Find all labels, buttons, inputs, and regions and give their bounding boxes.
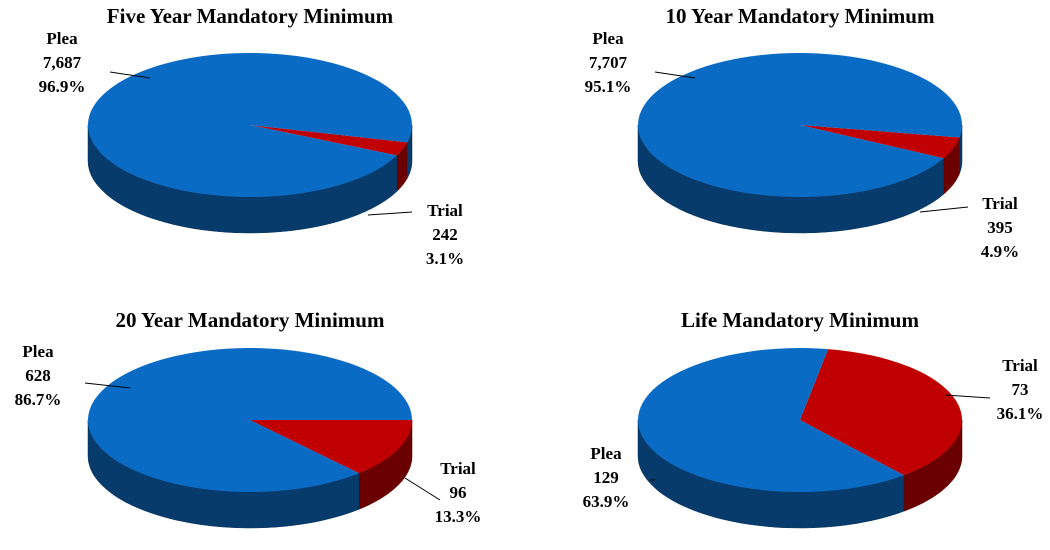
pie-slice — [800, 349, 963, 476]
slice-percent-label: 86.7% — [15, 390, 62, 409]
slice-value-label: 7,707 — [589, 53, 628, 72]
slice-label: Plea — [592, 29, 624, 48]
chart-title: Five Year Mandatory Minimum — [107, 4, 394, 28]
pie-slice — [638, 348, 904, 492]
slice-value-label: 242 — [432, 225, 458, 244]
pie-slice — [800, 125, 960, 159]
leader-line — [84, 382, 131, 389]
chart-title: Life Mandatory Minimum — [681, 308, 919, 332]
slice-value-label: 628 — [25, 366, 51, 385]
slice-value-label: 96 — [450, 483, 467, 502]
leader-line — [367, 211, 413, 216]
slice-percent-label: 63.9% — [583, 492, 630, 511]
slice-label: Trial — [982, 194, 1018, 213]
pie-slice — [87, 53, 412, 198]
slice-percent-label: 4.9% — [981, 242, 1019, 261]
slice-value-label: 7,687 — [43, 53, 82, 72]
chart-title: 10 Year Mandatory Minimum — [666, 4, 935, 28]
pie-slice — [87, 348, 413, 493]
slice-label: Plea — [590, 444, 622, 463]
slice-label: Trial — [1002, 356, 1038, 375]
slice-label: Trial — [440, 459, 476, 478]
slice-percent-label: 95.1% — [585, 77, 632, 96]
slice-percent-label: 13.3% — [435, 507, 482, 526]
slice-percent-label: 3.1% — [426, 249, 464, 268]
pie-slice-side — [406, 125, 413, 179]
leader-line — [654, 71, 696, 79]
pie-slice — [250, 125, 408, 156]
leader-line — [944, 394, 991, 399]
slice-value-label: 73 — [1012, 380, 1029, 399]
slice-value-label: 129 — [593, 468, 619, 487]
slice-label: Plea — [22, 342, 54, 361]
slice-percent-label: 36.1% — [997, 404, 1044, 423]
leader-line — [109, 71, 151, 79]
leader-line — [919, 206, 969, 213]
slice-percent-label: 96.9% — [39, 77, 86, 96]
slice-label: Trial — [427, 201, 463, 220]
slice-value-label: 395 — [987, 218, 1013, 237]
pie-slice — [250, 420, 412, 474]
chart-title: 20 Year Mandatory Minimum — [116, 308, 385, 332]
pie-slice — [638, 53, 963, 198]
leader-line — [404, 477, 441, 501]
slice-label: Plea — [46, 29, 78, 48]
